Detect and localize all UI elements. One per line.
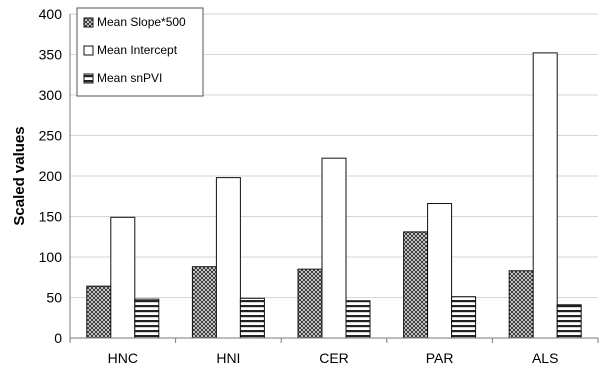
y-tick-label: 200 bbox=[39, 168, 63, 184]
y-tick-label: 350 bbox=[39, 47, 63, 63]
legend-swatch-white bbox=[83, 45, 94, 56]
bars bbox=[86, 52, 582, 339]
x-category-label: HNC bbox=[108, 350, 138, 365]
bar-horizontal-stripes-cer bbox=[345, 300, 371, 339]
axes bbox=[69, 14, 599, 343]
y-tick-label: 150 bbox=[39, 209, 63, 225]
bar-white-hni bbox=[215, 177, 241, 339]
legend-swatch-crosshatch bbox=[83, 17, 94, 28]
legend-label: Mean Slope*500 bbox=[97, 15, 186, 29]
legend-label: Mean snPVI bbox=[97, 71, 162, 85]
y-tick-label: 300 bbox=[39, 87, 63, 103]
bar-horizontal-stripes-als bbox=[556, 304, 582, 339]
y-tick-label: 0 bbox=[54, 330, 62, 346]
x-category-label: PAR bbox=[426, 350, 454, 365]
x-category-labels: HNC HNI CER PAR ALS bbox=[108, 350, 559, 365]
x-category-label: CER bbox=[319, 350, 349, 365]
bar-horizontal-stripes-par bbox=[451, 296, 477, 339]
y-tick-label: 400 bbox=[39, 6, 63, 22]
bar-white-par bbox=[427, 203, 453, 339]
legend-box bbox=[76, 7, 204, 97]
bar-white-hnc bbox=[110, 216, 136, 339]
y-axis-label: Scaled values bbox=[11, 126, 28, 225]
bar-horizontal-stripes-hnc bbox=[134, 298, 160, 339]
bar-crosshatch-par bbox=[403, 231, 429, 339]
y-tick-label: 250 bbox=[39, 128, 63, 144]
bar-white-als bbox=[532, 52, 558, 339]
bar-horizontal-stripes-hni bbox=[239, 297, 265, 339]
legend-swatch-horizontal-stripes bbox=[83, 73, 94, 84]
y-tick-label: 50 bbox=[46, 290, 62, 306]
y-tick-label: 100 bbox=[39, 249, 63, 265]
y-tick-labels: 0 50 100 150 200 250 300 350 400 bbox=[39, 6, 63, 346]
x-category-label: ALS bbox=[532, 350, 558, 365]
legend-label: Mean Intercept bbox=[97, 43, 178, 57]
bar-crosshatch-hnc bbox=[86, 285, 112, 339]
bar-crosshatch-hni bbox=[191, 266, 217, 339]
bar-crosshatch-als bbox=[508, 270, 534, 339]
bar-crosshatch-cer bbox=[297, 268, 323, 339]
legend: Mean Slope*500 Mean Intercept Mean snPVI bbox=[76, 7, 204, 97]
x-category-label: HNI bbox=[216, 350, 240, 365]
bar-white-cer bbox=[321, 157, 347, 339]
